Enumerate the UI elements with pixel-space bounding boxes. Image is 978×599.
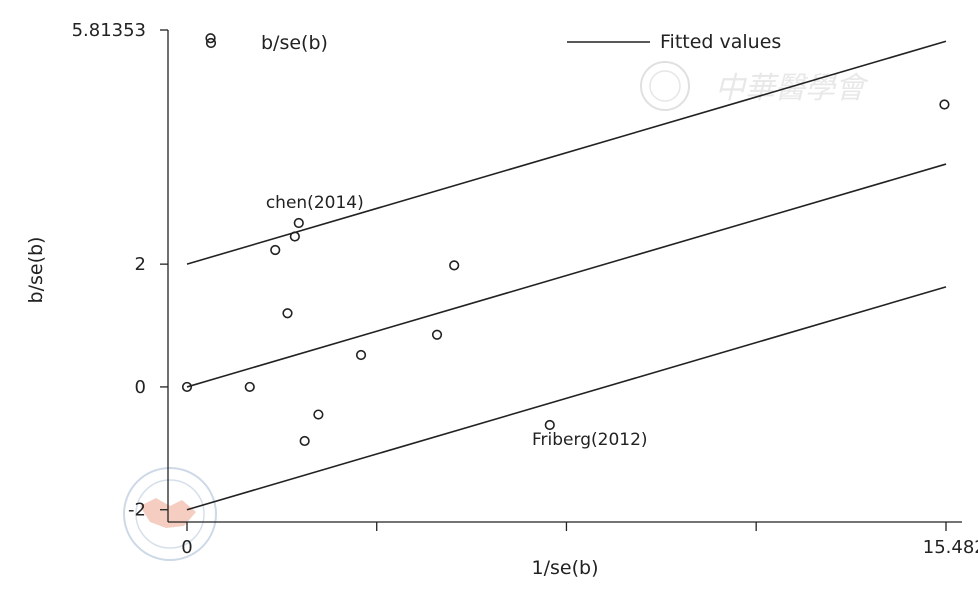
y-axis-title: b/se(b)	[25, 237, 47, 304]
y-axis-ticks: -2 0 2 5.81353	[72, 20, 168, 521]
watermark-logo: 中華醫學會	[640, 61, 869, 111]
data-point	[355, 349, 367, 361]
data-point	[299, 435, 310, 447]
data-point	[939, 99, 950, 110]
legend: b/se(b) Fitted values	[205, 31, 781, 54]
fitted-line	[186, 40, 947, 265]
y-tick-label: 0	[135, 377, 146, 398]
data-point	[313, 409, 324, 420]
association-seal	[123, 467, 217, 561]
y-tick-label: 2	[135, 254, 146, 275]
data-point	[270, 244, 281, 256]
data-point	[544, 419, 555, 431]
x-tick-label: 0	[181, 537, 192, 558]
data-point	[205, 33, 216, 44]
data-point	[181, 381, 193, 393]
x-axis-ticks: 0 15.4821	[181, 522, 978, 558]
data-point	[449, 260, 460, 271]
y-tick-label: -2	[128, 500, 146, 521]
data-point	[293, 217, 304, 229]
point-annotation: chen(2014)	[266, 193, 364, 213]
legend-label-points: b/se(b)	[261, 32, 328, 54]
fitted-lines	[186, 40, 947, 511]
y-tick-label: 5.81353	[72, 20, 146, 41]
data-points	[181, 33, 950, 447]
fitted-line	[186, 286, 947, 511]
data-point	[289, 231, 300, 242]
x-tick-label: 15.4821	[923, 537, 978, 558]
x-axis-title: 1/se(b)	[532, 557, 599, 579]
legend-marker-circle	[205, 37, 217, 49]
legend-label-fitted: Fitted values	[660, 31, 781, 53]
fitted-line	[186, 163, 947, 388]
watermark-text: 中華醫學會	[715, 71, 869, 106]
point-annotation: Friberg(2012)	[532, 430, 648, 450]
point-annotations: chen(2014) Friberg(2012)	[266, 193, 648, 450]
data-point	[244, 381, 255, 393]
data-point	[431, 329, 443, 340]
data-point	[282, 308, 293, 319]
